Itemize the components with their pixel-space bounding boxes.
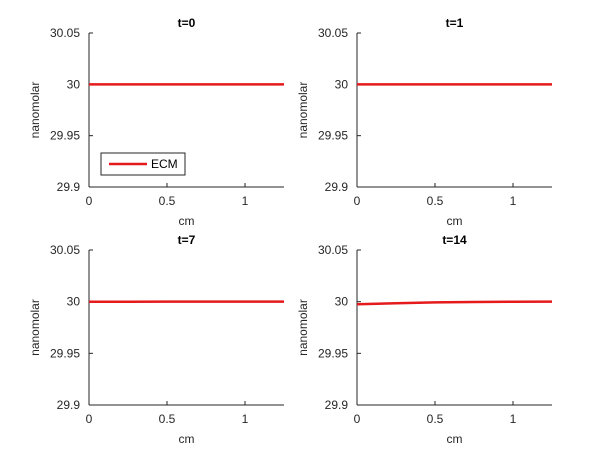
- x-tick-label: 0: [86, 412, 93, 426]
- y-tick-label: 30: [335, 295, 349, 309]
- y-tick-label: 30: [67, 77, 81, 91]
- y-tick-label: 30.05: [50, 26, 80, 40]
- y-axis-label: nanomolar: [296, 82, 310, 139]
- x-axis-label: cm: [447, 214, 463, 228]
- y-tick-label: 29.9: [57, 398, 81, 412]
- x-tick-label: 1: [510, 194, 517, 208]
- panel-1: t=0 29.9 29.95 30 30.05 0 0.5 1 cm nanomolar ECM: [28, 16, 284, 228]
- y-tick-label: 29.95: [318, 346, 348, 360]
- y-axis-label: nanomolar: [28, 82, 42, 139]
- y-tick-label: 29.95: [50, 129, 80, 143]
- y-axis-label: nanomolar: [296, 299, 310, 356]
- y-tick-label: 30.05: [318, 243, 348, 257]
- x-tick-label: 0: [354, 412, 361, 426]
- x-axis-label: cm: [179, 214, 195, 228]
- panel-title: t=7: [178, 233, 196, 247]
- legend: ECM: [100, 152, 186, 176]
- y-tick-label: 29.9: [57, 180, 81, 194]
- x-tick-label: 0.5: [427, 194, 444, 208]
- x-axis-label: cm: [447, 432, 463, 446]
- x-tick-label: 1: [242, 412, 249, 426]
- y-axis-label: nanomolar: [28, 299, 42, 356]
- x-tick-label: 0.5: [427, 412, 444, 426]
- legend-label: ECM: [151, 157, 178, 171]
- panel-title: t=14: [442, 233, 467, 247]
- y-tick-label: 29.9: [325, 398, 349, 412]
- x-tick-label: 0: [86, 194, 93, 208]
- series-line-ecm: [356, 300, 553, 306]
- x-tick-label: 0.5: [159, 194, 176, 208]
- y-tick-label: 30.05: [318, 26, 348, 40]
- panel-4: t=14 29.9 29.95 30 30.05 0 0.5 1 cm nanomolar: [296, 233, 553, 446]
- y-tick-label: 30: [67, 295, 81, 309]
- x-tick-label: 1: [242, 194, 249, 208]
- x-tick-label: 1: [510, 412, 517, 426]
- y-tick-label: 29.95: [50, 346, 80, 360]
- y-tick-label: 30.05: [50, 243, 80, 257]
- y-tick-label: 29.9: [325, 180, 349, 194]
- x-tick-label: 0: [354, 194, 361, 208]
- x-axis-label: cm: [179, 432, 195, 446]
- x-tick-label: 0.5: [159, 412, 176, 426]
- y-tick-label: 30: [335, 77, 349, 91]
- panel-title: t=0: [178, 16, 196, 30]
- panel-3: t=7 29.9 29.95 30 30.05 0 0.5 1 cm nanomolar: [28, 233, 284, 446]
- panel-2: t=1 29.9 29.95 30 30.05 0 0.5 1 cm nanomolar: [296, 16, 552, 228]
- y-tick-label: 29.95: [318, 129, 348, 143]
- panel-title: t=1: [446, 16, 464, 30]
